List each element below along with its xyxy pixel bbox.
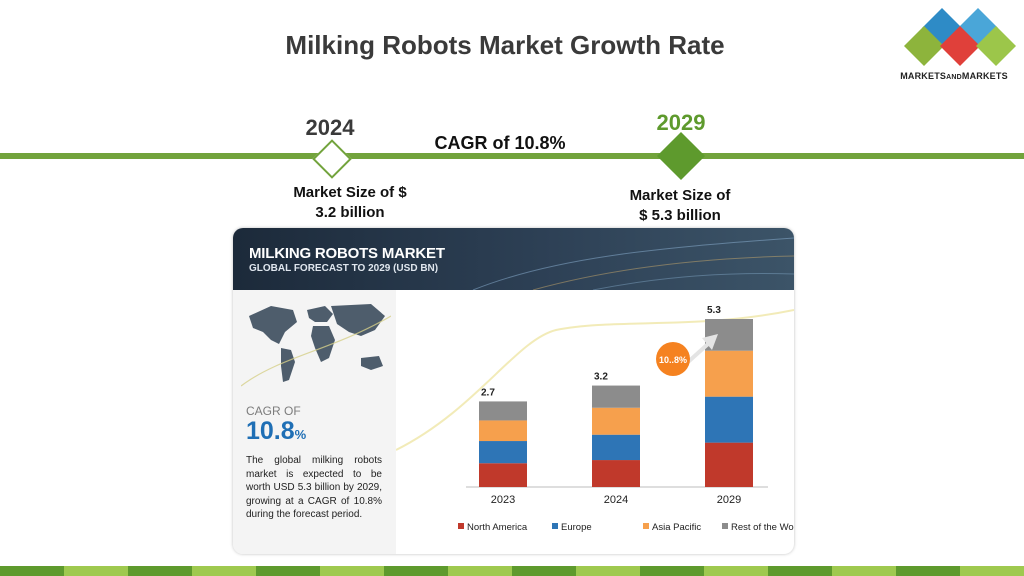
timeline-start-diamond-icon bbox=[312, 139, 352, 179]
total-label-2023: 2.7 bbox=[481, 387, 495, 398]
timeline-line bbox=[0, 153, 1024, 159]
footer-segment bbox=[384, 566, 448, 576]
page-title: Milking Robots Market Growth Rate bbox=[285, 30, 725, 60]
logo-green-diamond bbox=[904, 26, 944, 66]
footer-segment bbox=[704, 566, 768, 576]
total-label-2024: 3.2 bbox=[594, 372, 608, 383]
footer-segment bbox=[256, 566, 320, 576]
forecast-infographic: MILKING ROBOTS MARKET GLOBAL FORECAST TO… bbox=[233, 228, 794, 554]
bar-2024-europe bbox=[592, 434, 640, 461]
marketsandmarkets-logo bbox=[904, 8, 1016, 66]
bar-2029-asia-pacific bbox=[705, 350, 753, 397]
logo-lightgreen-diamond bbox=[976, 26, 1016, 66]
logo-red-diamond bbox=[940, 26, 980, 66]
footer-segment bbox=[64, 566, 128, 576]
bar-2023-asia-pacific bbox=[479, 420, 527, 442]
footer-segment bbox=[192, 566, 256, 576]
bar-2029-north-america bbox=[705, 442, 753, 487]
category-label-2023: 2023 bbox=[491, 494, 515, 506]
footer-segment bbox=[960, 566, 1024, 576]
bar-2029-europe bbox=[705, 396, 753, 443]
footer-color-bar bbox=[0, 566, 1024, 576]
footer-segment bbox=[128, 566, 192, 576]
panel-subtitle: GLOBAL FORECAST TO 2029 (USD BN) bbox=[249, 263, 439, 274]
footer-segment bbox=[576, 566, 640, 576]
footer-segment bbox=[768, 566, 832, 576]
market-description: The global milking robots market is expe… bbox=[246, 455, 382, 520]
legend-swatch-north-america bbox=[458, 523, 464, 529]
header-light-streaks bbox=[472, 237, 794, 290]
logo-wordmark: MARKETSANDMARKETS bbox=[900, 71, 1008, 81]
legend-swatch-rest-of-the-world bbox=[722, 523, 728, 529]
footer-segment bbox=[640, 566, 704, 576]
legend-label-asia-pacific: Asia Pacific bbox=[652, 522, 701, 533]
cagr-bubble bbox=[656, 342, 690, 376]
legend-swatch-asia-pacific bbox=[643, 523, 649, 529]
total-label-2029: 5.3 bbox=[707, 305, 721, 316]
bar-2024-north-america bbox=[592, 460, 640, 487]
bar-2023-europe bbox=[479, 441, 527, 464]
market-size-end: Market Size of $ 5.3 billion bbox=[629, 187, 731, 224]
legend-label-europe: Europe bbox=[561, 522, 592, 533]
timeline-start-year: 2024 bbox=[305, 115, 355, 140]
footer-segment bbox=[512, 566, 576, 576]
bar-2023-rest-of-the-world bbox=[479, 401, 527, 421]
stacked-bar-chart: 2.7 2023 3.2 2024 5.3 2029 10..8% North America… bbox=[396, 305, 794, 533]
panel-title: MILKING ROBOTS MARKET bbox=[249, 245, 445, 262]
category-label-2029: 2029 bbox=[717, 494, 741, 506]
legend-label-rest-of-the-world: Rest of the World bbox=[731, 522, 794, 533]
footer-segment bbox=[0, 566, 64, 576]
bar-2023-north-america bbox=[479, 463, 527, 487]
footer-segment bbox=[448, 566, 512, 576]
panel-header: MILKING ROBOTS MARKET GLOBAL FORECAST TO… bbox=[233, 228, 794, 290]
bar-2024-asia-pacific bbox=[592, 407, 640, 435]
legend-label-north-america: North America bbox=[467, 522, 528, 533]
legend-swatch-europe bbox=[552, 523, 558, 529]
market-size-start: Market Size of $3.2 billion bbox=[293, 184, 407, 221]
footer-segment bbox=[832, 566, 896, 576]
cagr-bubble-text: 10..8% bbox=[659, 355, 687, 365]
growth-arrow-head-icon bbox=[702, 334, 718, 350]
cagr-of-label: CAGR OF bbox=[246, 404, 301, 418]
bar-2024-rest-of-the-world bbox=[592, 385, 640, 408]
timeline-end-diamond-icon bbox=[656, 131, 706, 181]
world-map-icon bbox=[241, 304, 391, 387]
cagr-label: CAGR of 10.8% bbox=[434, 133, 566, 153]
cagr-value: 10.8% bbox=[246, 417, 307, 445]
timeline-end-year: 2029 bbox=[656, 110, 706, 135]
category-label-2024: 2024 bbox=[604, 494, 628, 506]
growth-arrow-line bbox=[686, 342, 710, 364]
footer-segment bbox=[320, 566, 384, 576]
footer-segment bbox=[896, 566, 960, 576]
